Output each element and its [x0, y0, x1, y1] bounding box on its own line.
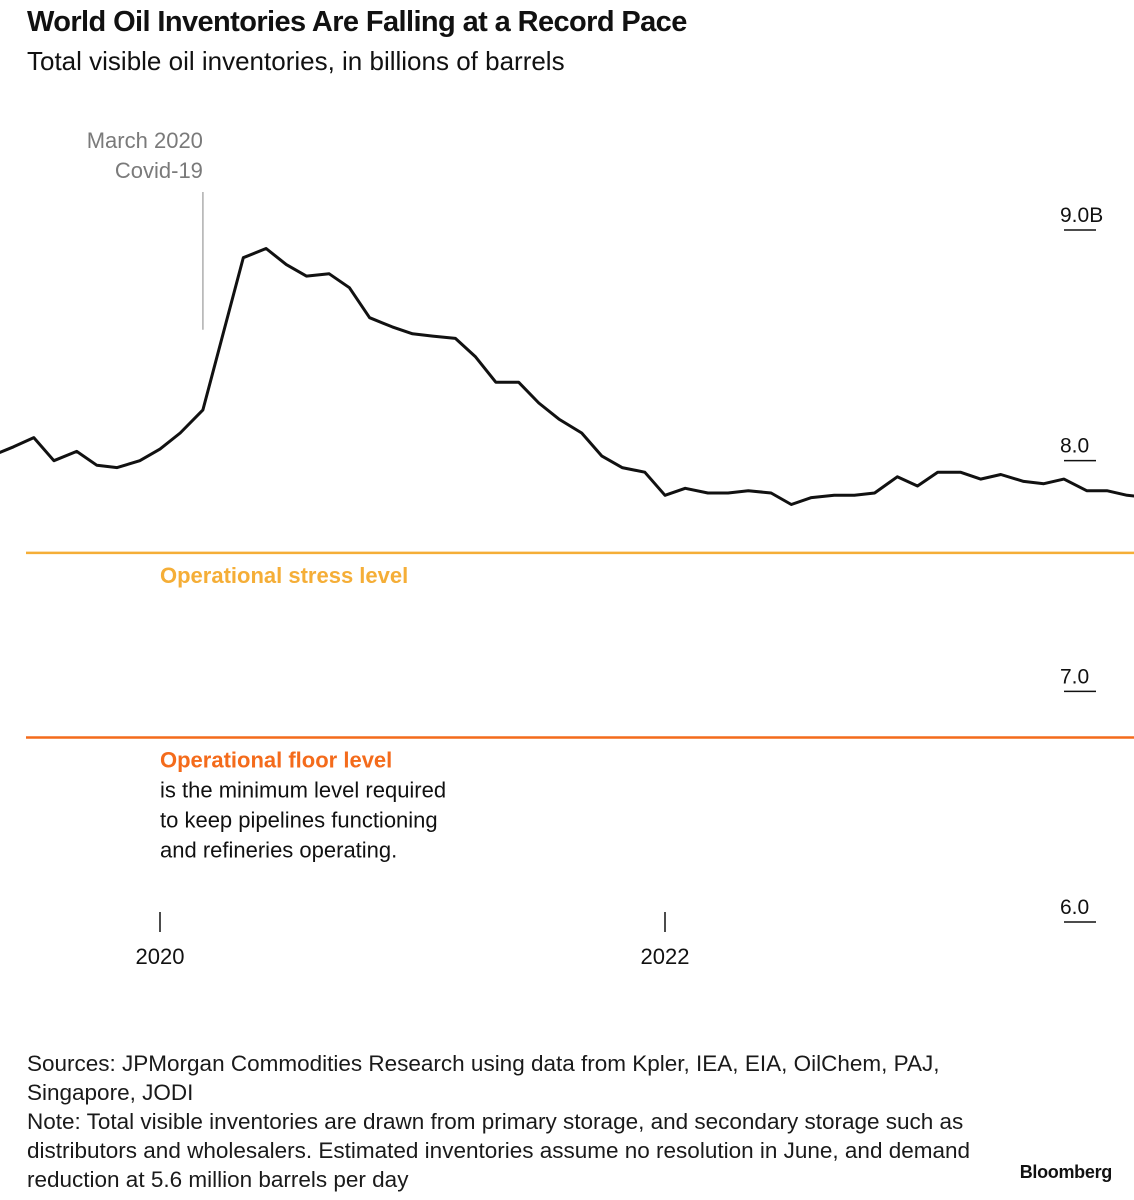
- chart-subtitle: Total visible oil inventories, in billio…: [27, 46, 565, 76]
- sources-text: Sources: JPMorgan Commodities Research u…: [27, 1051, 940, 1105]
- y-tick-label: 7.0: [1060, 665, 1089, 688]
- y-tick-label: 6.0: [1060, 896, 1089, 919]
- sources-note: Sources: JPMorgan Commodities Research u…: [27, 1049, 987, 1194]
- reference-label-floor: Operational floor level: [160, 747, 392, 772]
- floor-description-line: to keep pipelines functioning: [160, 807, 438, 832]
- y-tick-label: 8.0: [1060, 435, 1089, 458]
- bloomberg-logo: Bloomberg: [1019, 1162, 1113, 1182]
- annotation-covid-text: March 2020: [87, 128, 203, 153]
- annotation-covid-text: Covid-19: [115, 158, 203, 183]
- x-tick-label: 2022: [641, 944, 690, 969]
- historical-inventory-line: [0, 247, 1134, 506]
- y-tick-label: 9.0B: [1060, 204, 1103, 227]
- floor-description-line: is the minimum level required: [160, 777, 446, 802]
- note-text: Note: Total visible inventories are draw…: [27, 1109, 971, 1192]
- reference-label-stress: Operational stress level: [160, 563, 408, 588]
- chart-title: World Oil Inventories Are Falling at a R…: [27, 6, 687, 38]
- x-tick-label: 2020: [136, 944, 185, 969]
- floor-description-line: and refineries operating.: [160, 837, 397, 862]
- oil-inventory-chart: Estimates from May 2026,assuming no reso…: [0, 128, 1134, 969]
